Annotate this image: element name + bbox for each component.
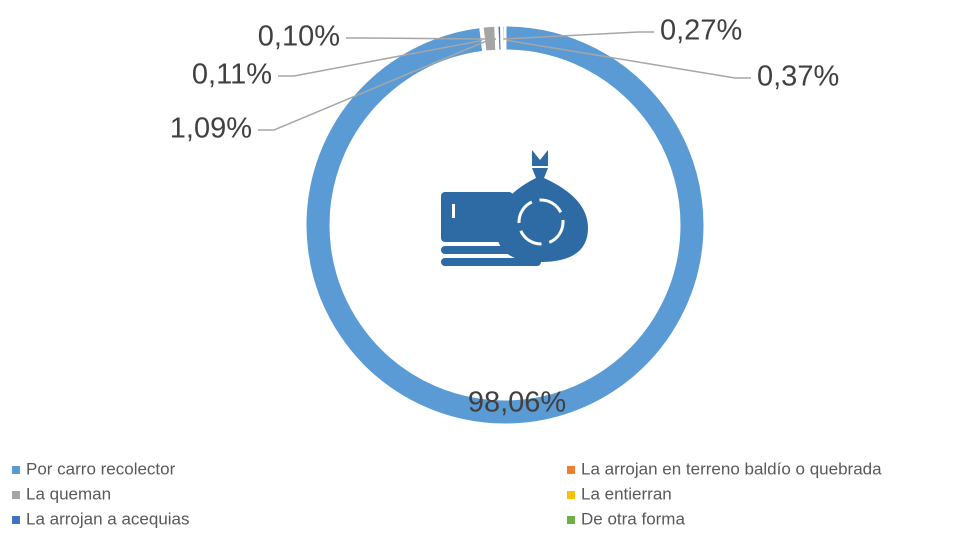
legend-label: Por carro recolector (26, 459, 176, 478)
data-label: 0,27% (660, 15, 742, 47)
data-label: 0,10% (258, 21, 340, 53)
leader-line (346, 37, 497, 40)
legend-label: La entierran (581, 484, 672, 503)
legend-swatch (12, 466, 20, 474)
leader-line (278, 39, 484, 77)
leader-line (499, 38, 751, 79)
legend-swatch (12, 516, 20, 524)
data-label: 0,11% (192, 59, 272, 91)
leader-line (258, 38, 491, 131)
leader-line (503, 31, 654, 40)
legend-label: La arrojan a acequias (26, 509, 190, 528)
center-icon (441, 150, 588, 266)
legend-swatch (567, 466, 575, 474)
legend-label: De otra forma (581, 509, 685, 528)
data-label: 1,09% (170, 113, 252, 145)
donut-slice (500, 23, 507, 53)
legend-label: La arrojan en terreno baldío o quebrada (581, 459, 882, 478)
legend-swatch (12, 491, 20, 499)
legend-swatch (567, 516, 575, 524)
data-label: 98,06% (468, 387, 566, 419)
legend-swatch (567, 491, 575, 499)
legend-label: La queman (26, 484, 111, 503)
data-label: 0,37% (757, 61, 839, 93)
donut-slice (303, 23, 707, 427)
